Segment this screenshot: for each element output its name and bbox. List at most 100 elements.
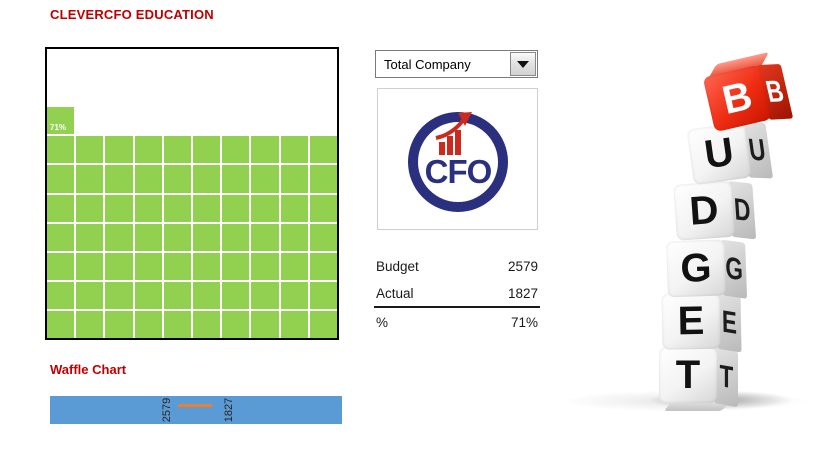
dice-letter: G [666, 239, 726, 298]
waffle-cell [134, 252, 162, 280]
dice-letter: E [661, 292, 721, 350]
waffle-percent-label: 71% [50, 123, 67, 133]
waffle-cell [309, 310, 337, 338]
waffle-cell [105, 107, 132, 134]
waffle-cell [164, 107, 191, 134]
waffle-cell [76, 78, 103, 105]
dice-letter-side: E [716, 292, 742, 353]
waffle-cell [193, 165, 221, 193]
waffle-cell [76, 281, 104, 309]
waffle-cell [105, 223, 133, 251]
company-dropdown-value[interactable]: Total Company [384, 56, 471, 72]
dropdown-open-button[interactable] [510, 52, 536, 76]
waffle-grid: 71% [47, 49, 337, 338]
percent-label: % [376, 314, 389, 330]
waffle-cell [47, 310, 75, 338]
waffle-section-label: Waffle Chart [50, 362, 127, 377]
waffle-cell [105, 252, 133, 280]
waffle-cell [280, 310, 308, 338]
actual-value: 1827 [507, 285, 538, 301]
waffle-cell [193, 223, 221, 251]
waffle-cell [251, 136, 279, 164]
waffle-cell [76, 136, 104, 164]
waffle-cell [222, 107, 249, 134]
waffle-cell [163, 165, 191, 193]
waffle-cell [134, 223, 162, 251]
waffle-cell [193, 49, 220, 76]
waffle-cell [193, 194, 221, 222]
waffle-cell [47, 136, 75, 164]
waffle-cell [105, 165, 133, 193]
waffle-cell [222, 136, 250, 164]
horizontal-bar-chart: 2579 1827 [50, 396, 342, 424]
waffle-cell [222, 223, 250, 251]
waffle-cell [251, 49, 278, 76]
waffle-cell [193, 281, 221, 309]
waffle-cell [76, 194, 104, 222]
waffle-cell [280, 223, 308, 251]
waffle-cell [251, 252, 279, 280]
waffle-cell [222, 281, 250, 309]
caret-down-icon [517, 60, 529, 68]
waffle-cell [280, 281, 308, 309]
svg-text:CFO: CFO [424, 153, 491, 190]
waffle-cell [163, 281, 191, 309]
waffle-cell [309, 252, 337, 280]
waffle-cell [193, 136, 221, 164]
waffle-cell [105, 49, 132, 76]
waffle-cell [280, 136, 308, 164]
waffle-cell [251, 194, 279, 222]
waffle-cell [222, 49, 249, 76]
waffle-cell [163, 194, 191, 222]
waffle-cell [251, 165, 279, 193]
waffle-cell [310, 49, 337, 76]
waffle-cell [47, 78, 74, 105]
budget-tick-label: 2579 [161, 397, 173, 423]
waffle-cell [193, 252, 221, 280]
waffle-cell [76, 252, 104, 280]
waffle-cell [281, 49, 308, 76]
waffle-cell [251, 78, 278, 105]
waffle-cell [47, 281, 75, 309]
actual-tick-label: 1827 [223, 397, 235, 423]
waffle-cell [47, 165, 75, 193]
summary-table: Budget 2579 Actual 1827 % 71% [374, 252, 540, 336]
waffle-cell [222, 194, 250, 222]
waffle-cell [280, 165, 308, 193]
waffle-cell [309, 194, 337, 222]
table-row-budget: Budget 2579 [374, 252, 540, 280]
waffle-cell [134, 165, 162, 193]
waffle-cell [222, 78, 249, 105]
budget-label: Budget [376, 258, 419, 274]
waffle-cell [76, 49, 103, 76]
waffle-cell [164, 78, 191, 105]
waffle-cell [134, 310, 162, 338]
waffle-cell [47, 49, 74, 76]
waffle-cell [105, 310, 133, 338]
waffle-cell [280, 252, 308, 280]
waffle-cell [251, 310, 279, 338]
waffle-chart: 71% [45, 47, 339, 340]
waffle-cell [47, 223, 75, 251]
company-dropdown[interactable]: Total Company [375, 50, 538, 78]
dice-letter: D [673, 180, 735, 241]
waffle-cell [105, 78, 132, 105]
dice-letter: T [659, 347, 717, 403]
waffle-cell [163, 223, 191, 251]
waffle-cell [251, 223, 279, 251]
waffle-cell [193, 78, 220, 105]
table-row-actual: Actual 1827 [374, 280, 540, 308]
waffle-cell [134, 194, 162, 222]
waffle-cell [47, 194, 75, 222]
waffle-cell [251, 107, 278, 134]
waffle-cell: 71% [47, 107, 75, 135]
cfo-logo-icon: CFO [407, 112, 508, 212]
waffle-cell [309, 165, 337, 193]
waffle-cell [222, 165, 250, 193]
waffle-cell [281, 78, 308, 105]
